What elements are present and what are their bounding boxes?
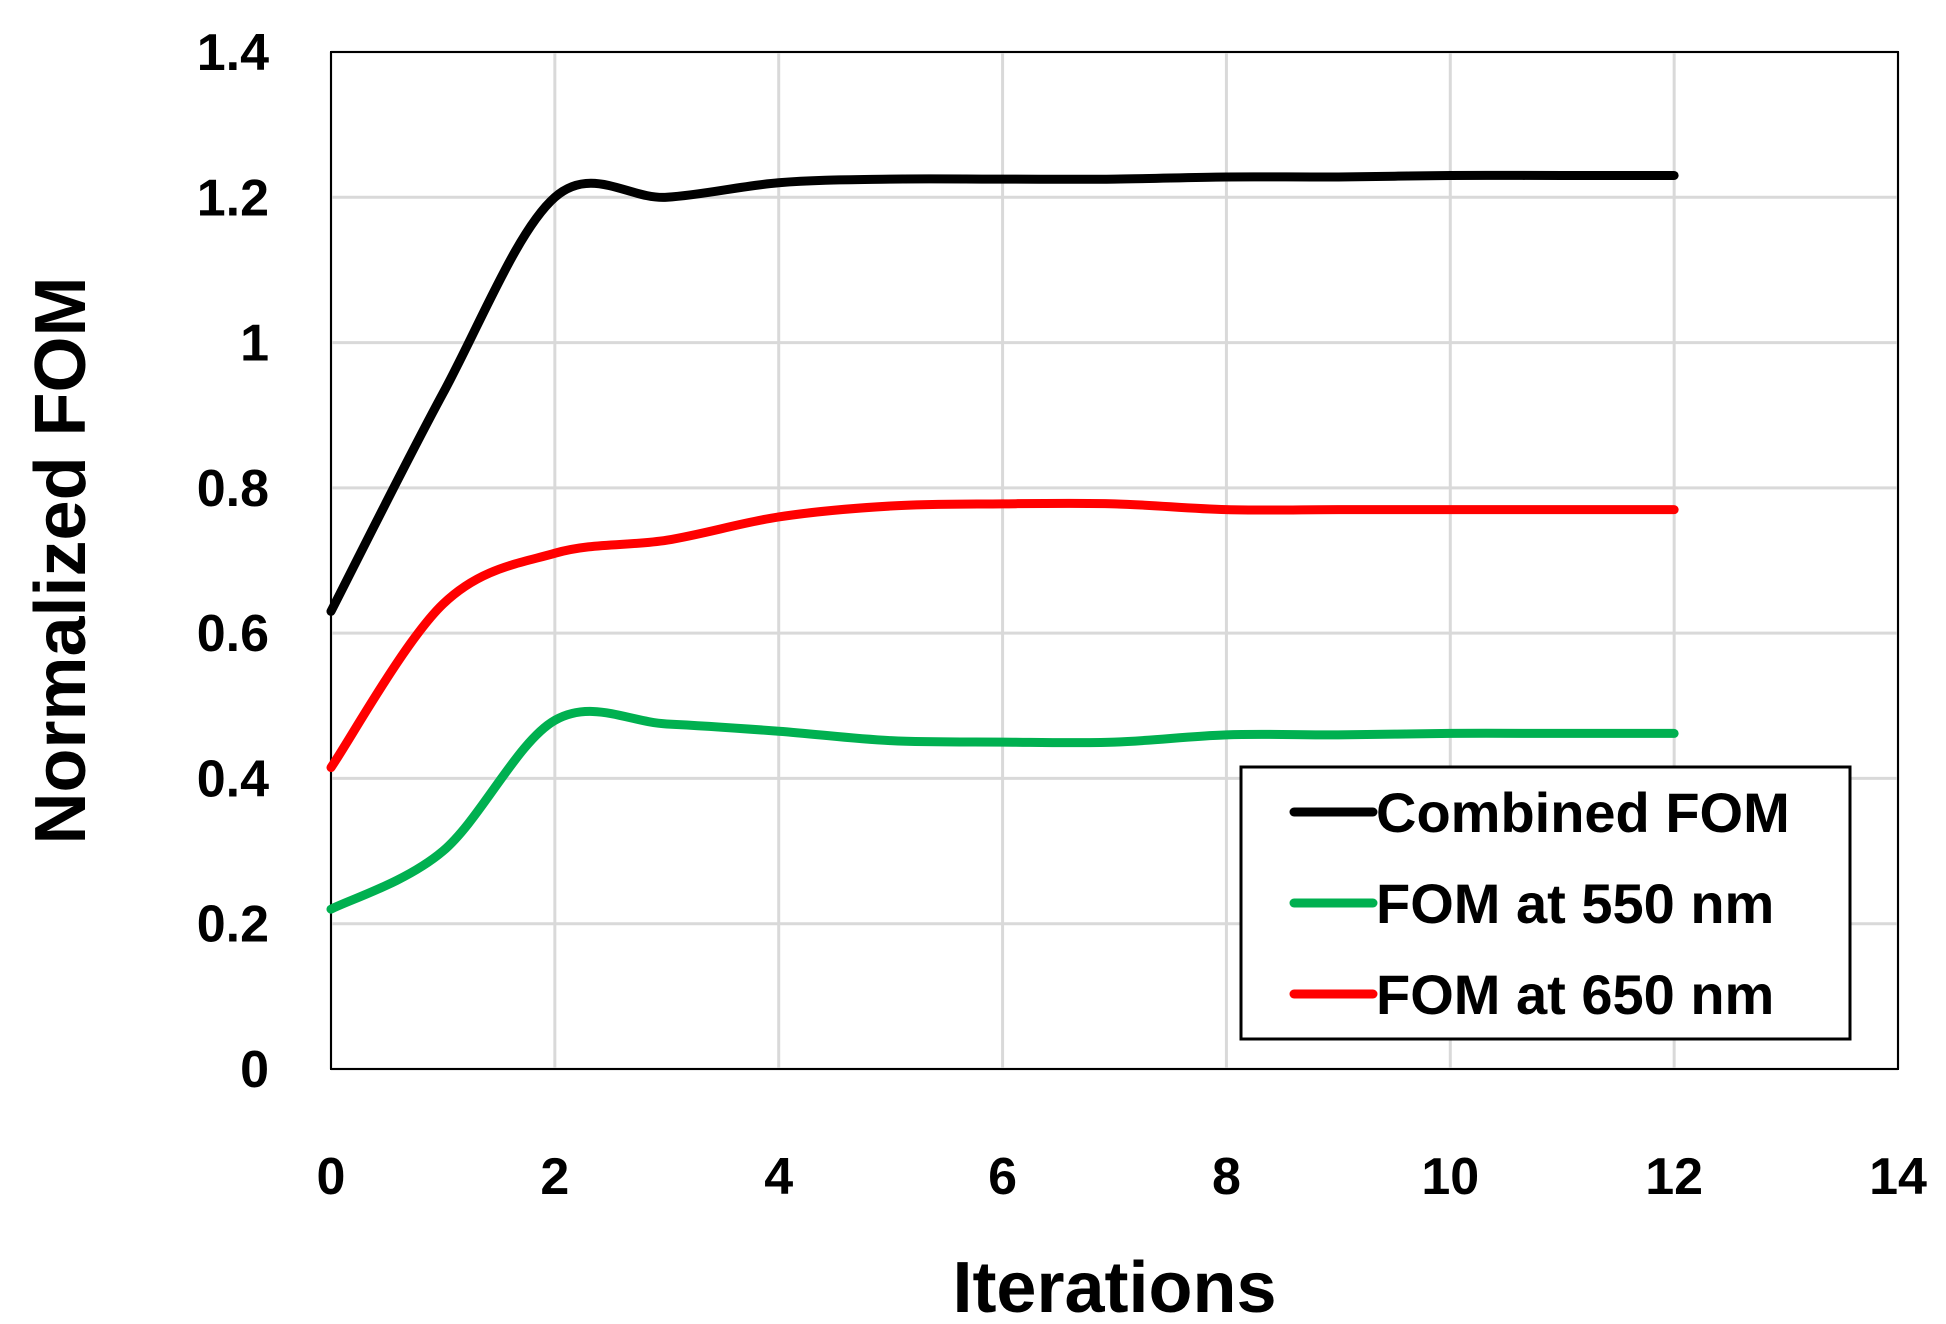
y-axis-title: Normalized FOM bbox=[21, 276, 101, 844]
legend-label: FOM at 650 nm bbox=[1376, 963, 1774, 1026]
y-tick-label: 1.2 bbox=[197, 169, 269, 227]
x-tick-label: 6 bbox=[988, 1148, 1017, 1206]
x-tick-label: 4 bbox=[764, 1148, 793, 1206]
x-tick-label: 10 bbox=[1421, 1148, 1479, 1206]
plot-frame bbox=[330, 51, 1899, 1070]
x-tick-label: 0 bbox=[317, 1148, 346, 1206]
y-tick-label: 0.8 bbox=[197, 460, 269, 518]
series-line-fom-at-550-nm bbox=[326, 706, 1679, 914]
series-lines bbox=[326, 170, 1679, 914]
y-tick-label: 0.6 bbox=[197, 605, 269, 663]
series-line-fom-at-650-nm bbox=[326, 498, 1679, 773]
x-tick-label: 8 bbox=[1212, 1148, 1241, 1206]
x-tick-label: 2 bbox=[540, 1148, 569, 1206]
legend-label: Combined FOM bbox=[1376, 781, 1790, 844]
y-tick-labels: 0 0.2 0.4 0.6 0.8 1 1.2 1.4 bbox=[197, 24, 269, 1099]
y-tick-label: 1.4 bbox=[197, 24, 269, 82]
x-tick-labels: 0 2 4 6 8 10 12 14 bbox=[317, 1148, 1927, 1206]
series-line-combined-fom bbox=[326, 170, 1679, 616]
x-tick-label: 12 bbox=[1645, 1148, 1703, 1206]
y-tick-label: 1 bbox=[240, 315, 269, 373]
x-tick-label: 14 bbox=[1869, 1148, 1927, 1206]
legend: Combined FOM FOM at 550 nm FOM at 650 nm bbox=[1239, 765, 1852, 1041]
x-axis-title: Iterations bbox=[952, 1248, 1276, 1324]
y-tick-label: 0.4 bbox=[197, 750, 269, 808]
y-tick-label: 0.2 bbox=[197, 896, 269, 954]
legend-label: FOM at 550 nm bbox=[1376, 872, 1774, 935]
y-tick-label: 0 bbox=[240, 1041, 269, 1099]
grid-lines bbox=[329, 50, 1900, 1071]
